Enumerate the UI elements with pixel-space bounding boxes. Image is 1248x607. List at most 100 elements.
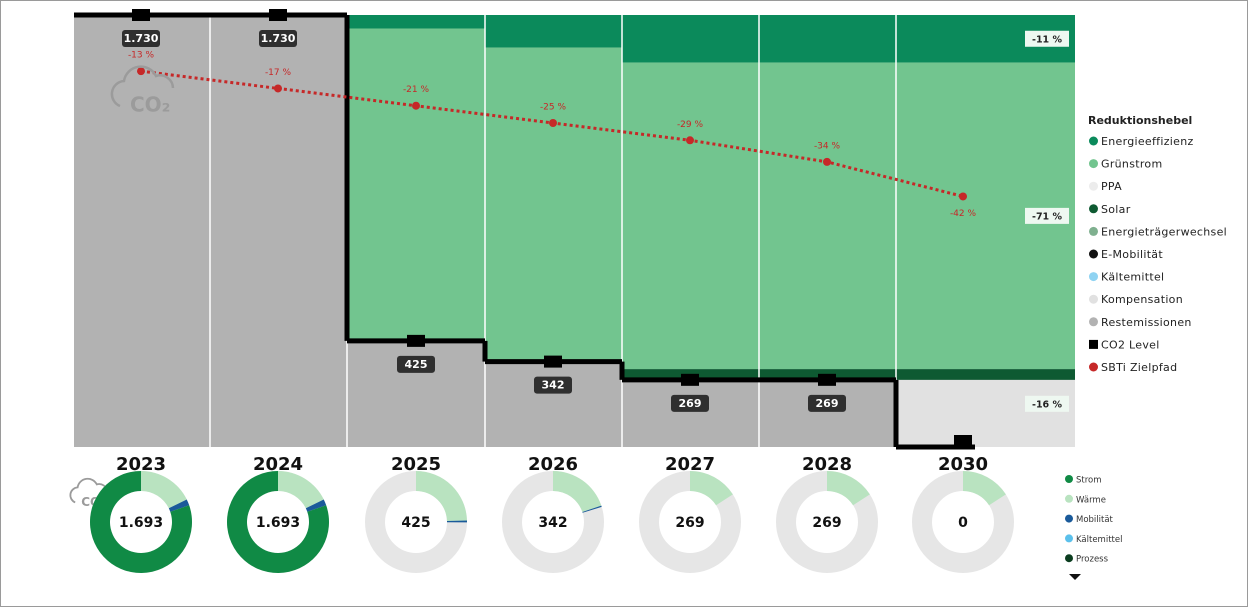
value-label-box: [671, 394, 709, 412]
sbti-point: [412, 101, 420, 110]
legend-marker: [1065, 534, 1073, 543]
legend-label: Energieeffizienz: [1101, 135, 1194, 148]
donut-segment: [168, 499, 190, 512]
stack-segment: [896, 379, 1075, 447]
value-label-box: [808, 394, 846, 412]
legend-marker: [1089, 317, 1098, 327]
sbti-label: -17 %: [265, 68, 292, 78]
legend-marker: [1089, 294, 1098, 304]
donut-total: 1.693: [256, 515, 300, 531]
donut-segment: [141, 471, 187, 509]
value-label: 269: [679, 397, 702, 410]
stack-segment: [759, 379, 896, 447]
value-label: 342: [542, 379, 565, 392]
donut-segment: [582, 505, 602, 513]
stack-segment: [347, 15, 485, 29]
sbti-label: -34 %: [814, 141, 841, 151]
sbti-label: -21 %: [403, 85, 430, 95]
donut-segment: [89, 471, 192, 573]
co2-level-marker: [407, 334, 425, 347]
legend-marker: [1089, 181, 1098, 191]
scroll-arrow[interactable]: [1069, 574, 1081, 580]
sbti-label: -13 %: [128, 51, 155, 61]
stack-segment: [759, 15, 896, 63]
co2-level-marker: [132, 9, 150, 21]
legend-marker: [1089, 226, 1098, 236]
legend-marker: [1089, 136, 1098, 146]
legend-marker: [1089, 272, 1098, 282]
legend-marker: [1089, 249, 1098, 259]
donut-segment: [963, 471, 1006, 506]
stack-segment: [759, 62, 896, 370]
co2-level-marker: [544, 355, 562, 368]
legend-marker: [1089, 362, 1098, 372]
sbti-point: [549, 119, 557, 127]
value-label-box: [259, 30, 297, 47]
cloud: [69, 477, 108, 504]
sbti-label: -25 %: [540, 103, 567, 113]
legend-label: Wärme: [1076, 495, 1106, 505]
legend-marker: [1065, 475, 1073, 483]
sbti-point: [823, 157, 831, 166]
annotation: -71 %: [1032, 211, 1062, 222]
donut-total: 425: [401, 515, 430, 531]
legend-marker: [1065, 514, 1073, 523]
value-label: 425: [405, 358, 428, 371]
stack-segment: [485, 47, 622, 362]
year-label: 2027: [665, 454, 715, 475]
value-label: 1.730: [124, 32, 159, 45]
value-label-box: [534, 376, 572, 394]
stack-segment: [74, 15, 210, 447]
donut-segment: [553, 471, 602, 513]
legend-label: Restemissionen: [1101, 316, 1192, 329]
donut-total: 269: [675, 515, 704, 531]
value-label-box: [397, 355, 435, 373]
legend-marker: [1089, 204, 1098, 214]
legend-label: Kompensation: [1101, 293, 1183, 306]
stack-segment: [622, 62, 759, 370]
donut-total: 0: [958, 515, 968, 531]
year-label: 2028: [802, 454, 852, 475]
legend-label: PPA: [1101, 180, 1122, 193]
stack-segment: [622, 379, 759, 447]
co2-level-marker: [269, 9, 287, 21]
legend-label: Kältemittel: [1101, 271, 1164, 284]
co2-level-marker: [681, 373, 699, 386]
legend-label: Grünstrom: [1101, 158, 1162, 171]
donut-segment: [827, 471, 870, 506]
value-label: 269: [816, 397, 839, 410]
donut-segment: [305, 499, 327, 512]
value-label: 1.730: [261, 32, 296, 45]
legend-label: Solar: [1101, 203, 1131, 216]
sbti-point: [959, 192, 967, 201]
sbti-point: [274, 84, 282, 93]
sbti-point: [137, 67, 145, 76]
year-label: 2024: [253, 454, 303, 475]
stack-segment: [485, 361, 622, 447]
donut-segment: [416, 471, 467, 522]
legend-label: SBTi Zielpfad: [1101, 361, 1177, 374]
co2-level-marker: [818, 373, 836, 386]
donut-total: 269: [812, 515, 841, 531]
sbti-point: [686, 136, 694, 145]
legend-label: Strom: [1076, 476, 1102, 486]
sbti-label: -29 %: [677, 120, 704, 130]
annotation: -11 %: [1032, 34, 1062, 45]
plot-area: -11 % -71 % -16 % 1.730 1.730 425 342 269 269 -13…: [74, 9, 1075, 450]
annotation: -16 %: [1032, 399, 1062, 410]
annotation-box: [1025, 30, 1069, 47]
donut-total: 1.693: [119, 515, 163, 531]
legend-label: Kältemittel: [1076, 535, 1122, 545]
donut-segment: [278, 471, 324, 509]
legend-marker: [1089, 339, 1098, 349]
stack-segment: [210, 15, 347, 447]
value-label-box: [122, 30, 160, 47]
sbti-label: -42 %: [950, 209, 977, 219]
donut-segment: [446, 520, 468, 523]
cloud: [110, 65, 175, 108]
icon-label: CO₂: [130, 93, 170, 117]
legend-label: Prozess: [1076, 555, 1109, 565]
co2-icon: CO₂: [110, 65, 175, 117]
legend-label: Energieträgerwechsel: [1101, 225, 1227, 238]
co2-level-marker: [954, 435, 972, 447]
